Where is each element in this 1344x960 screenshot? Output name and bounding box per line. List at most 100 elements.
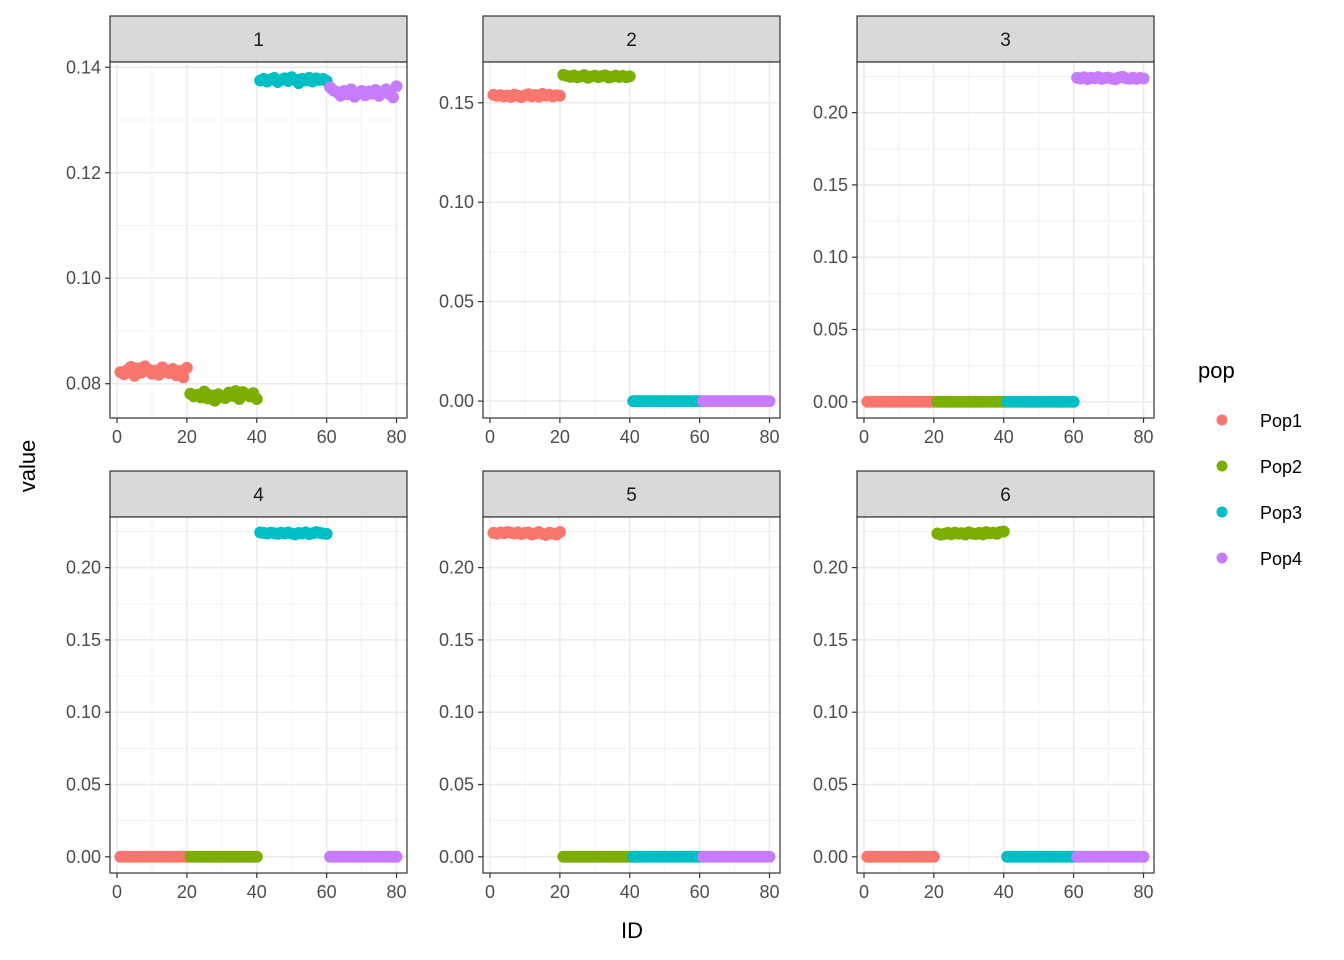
- x-tick-label: 20: [177, 882, 197, 902]
- x-tick-label: 80: [387, 427, 407, 447]
- data-point-pop4: [763, 395, 776, 408]
- facet-strip: [856, 15, 1155, 63]
- facet-strip: [109, 470, 408, 518]
- y-tick-label: 0.15: [813, 630, 848, 650]
- legend-key-pop2: [1216, 460, 1228, 472]
- data-point-pop2: [997, 525, 1010, 538]
- y-tick-label: 0.00: [439, 847, 474, 867]
- x-tick-label: 60: [317, 427, 337, 447]
- data-point-pop1: [180, 361, 193, 374]
- y-tick-label: 0.05: [66, 775, 101, 795]
- legend-label: Pop3: [1260, 503, 1302, 523]
- y-tick-label: 0.10: [813, 247, 848, 267]
- x-axis-title: ID: [621, 918, 643, 943]
- y-tick-label: 0.20: [813, 103, 848, 123]
- y-tick-label: 0.00: [813, 392, 848, 412]
- panel-border: [856, 61, 1155, 419]
- y-tick-label: 0.15: [66, 630, 101, 650]
- facet-strip-label: 6: [1000, 485, 1011, 506]
- x-tick-label: 40: [994, 427, 1014, 447]
- y-tick-label: 0.00: [439, 391, 474, 411]
- x-tick-label: 0: [859, 427, 869, 447]
- facet-strip: [856, 470, 1155, 518]
- facet-strip: [482, 15, 781, 63]
- legend-label: Pop4: [1260, 549, 1302, 569]
- x-tick-label: 20: [924, 427, 944, 447]
- facet-strip-label: 1: [253, 30, 264, 51]
- data-point-pop2: [250, 850, 263, 863]
- x-tick-label: 40: [247, 882, 267, 902]
- y-tick-label: 0.10: [439, 702, 474, 722]
- y-tick-label: 0.05: [813, 320, 848, 340]
- data-point-pop2: [250, 393, 263, 406]
- data-point-pop4: [390, 80, 403, 93]
- y-tick-label: 0.15: [439, 630, 474, 650]
- data-point-pop1: [177, 371, 190, 384]
- y-tick-label: 0.10: [813, 702, 848, 722]
- facet-strip-label: 4: [253, 485, 264, 506]
- x-tick-label: 80: [1134, 882, 1154, 902]
- data-point-pop4: [1137, 72, 1150, 85]
- y-tick-label: 0.10: [66, 702, 101, 722]
- panel-background: [110, 62, 407, 418]
- y-tick-label: 0.14: [66, 57, 101, 77]
- data-point-pop1: [553, 89, 566, 102]
- facet-panel-2: 20 20 40 60 800.000.050.100.15: [439, 15, 781, 447]
- facet-panel-4: 40 20 40 60 800.000.050.100.150.20: [66, 470, 408, 902]
- data-point-pop3: [1067, 395, 1080, 408]
- data-point-pop2: [623, 70, 636, 83]
- x-tick-label: 0: [485, 882, 495, 902]
- x-tick-label: 0: [112, 882, 122, 902]
- data-point-pop4: [1137, 850, 1150, 863]
- data-point-pop1: [927, 850, 940, 863]
- panel-background: [857, 62, 1154, 418]
- x-tick-label: 40: [620, 427, 640, 447]
- facet-strip: [482, 470, 781, 518]
- panel-border: [856, 516, 1155, 874]
- legend: pop Pop1 Pop2 Pop3 Pop4: [1198, 358, 1302, 569]
- legend-key-pop3: [1216, 506, 1228, 518]
- x-tick-label: 0: [485, 427, 495, 447]
- x-tick-label: 40: [994, 882, 1014, 902]
- x-tick-label: 0: [859, 882, 869, 902]
- facet-panel-5: 5 0 20 40 60 80 0.00 0.05 0.10 0.15 0.20: [439, 470, 781, 902]
- y-tick-label: 0.20: [439, 558, 474, 578]
- facet-strip-label: 2: [626, 30, 637, 51]
- panel-background: [110, 517, 407, 873]
- legend-key-pop1: [1216, 414, 1228, 426]
- y-tick-label: 0.20: [66, 558, 101, 578]
- panel-background: [483, 62, 780, 418]
- x-tick-label: 80: [387, 882, 407, 902]
- legend-label: Pop2: [1260, 457, 1302, 477]
- x-tick-label: 60: [1064, 427, 1084, 447]
- y-tick-label: 0.08: [66, 374, 101, 394]
- x-tick-label: 20: [550, 427, 570, 447]
- y-tick-label: 0.10: [439, 192, 474, 212]
- x-tick-label: 60: [690, 427, 710, 447]
- x-tick-label: 80: [1134, 427, 1154, 447]
- facet-panel-3: 3 0 20 40 60 80 0.00 0.05 0.10 0.15 0.20: [813, 15, 1155, 447]
- y-axis-title: value: [15, 440, 40, 493]
- facet-panel-1: 1 0 20 40 60 80 0.08 0.10 0.12 0.14: [66, 15, 408, 447]
- panel-border: [482, 516, 781, 874]
- x-tick-label: 60: [317, 882, 337, 902]
- x-tick-label: 60: [690, 882, 710, 902]
- y-tick-label: 0.00: [813, 847, 848, 867]
- x-tick-label: 40: [620, 882, 640, 902]
- data-point-pop4: [763, 850, 776, 863]
- legend-title: pop: [1198, 358, 1235, 383]
- y-tick-label: 0.20: [813, 558, 848, 578]
- y-tick-label: 0.05: [439, 775, 474, 795]
- y-tick-label: 0.00: [66, 847, 101, 867]
- x-tick-label: 80: [760, 882, 780, 902]
- y-tick-label: 0.15: [813, 175, 848, 195]
- y-tick-label: 0.15: [439, 93, 474, 113]
- data-point-pop1: [553, 526, 566, 539]
- facet-strip: [109, 15, 408, 63]
- legend-label: Pop1: [1260, 411, 1302, 431]
- x-tick-label: 20: [924, 882, 944, 902]
- x-tick-label: 20: [177, 427, 197, 447]
- panel-border: [482, 61, 781, 419]
